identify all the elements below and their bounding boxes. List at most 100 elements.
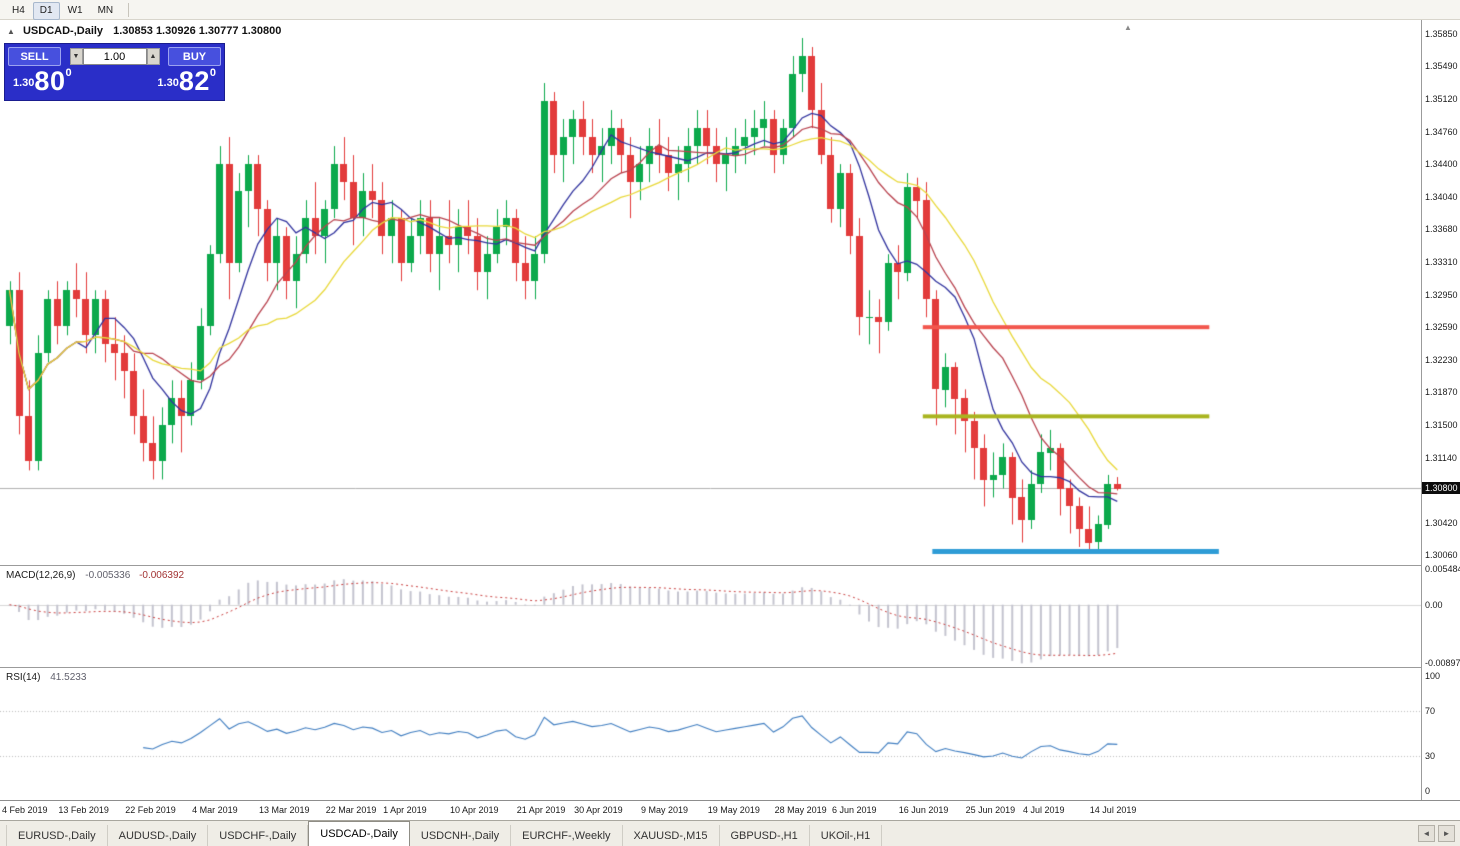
rsi-value: 41.5233 [50, 672, 87, 683]
volume-control: ▼ ▲ [61, 48, 168, 65]
buy-price-pip-digit: 0 [209, 67, 216, 79]
date-tick-label: 6 Jun 2019 [831, 805, 877, 815]
date-tick-label: 4 Feb 2019 [2, 805, 48, 815]
rsi-indicator-canvas[interactable] [0, 668, 1421, 799]
current-price-badge: 1.30800 [1422, 482, 1460, 495]
volume-input[interactable] [82, 48, 147, 65]
chart-tab-usdcad-daily[interactable]: USDCAD-,Daily [308, 821, 410, 846]
chart-tab-bar: EURUSD-,Daily AUDUSD-,Daily USDCHF-,Daily U… [0, 820, 1460, 846]
date-tick-label: 22 Feb 2019 [125, 805, 176, 815]
axis-tick-label: 70 [1425, 705, 1436, 716]
panel-divider[interactable] [0, 565, 1421, 566]
axis-tick-label: 1.35850 [1425, 28, 1458, 39]
toolbar-separator [128, 2, 130, 17]
chart-tab-list: EURUSD-,Daily AUDUSD-,Daily USDCHF-,Daily U… [6, 821, 883, 846]
date-tick-label: 13 Mar 2019 [258, 805, 310, 815]
tab-scroll-arrows: ◄ ► [1418, 825, 1455, 842]
buy-price-big-digits: 82 [178, 66, 210, 96]
chart-tab-xauusd-m15[interactable]: XAUUSD-,M15 [623, 825, 720, 846]
date-tick-label: 4 Jul 2019 [1022, 805, 1065, 815]
axis-tick-label: 1.32590 [1425, 322, 1458, 333]
chart-tab-eurusd-daily[interactable]: EURUSD-,Daily [6, 825, 108, 846]
axis-tick-label: 100 [1425, 671, 1441, 682]
axis-tick-label: 1.31870 [1425, 387, 1458, 398]
axis-tick-label: 0 [1425, 785, 1431, 796]
macd-label: MACD(12,26,9) -0.005336 -0.006392 [6, 570, 184, 581]
chart-shift-marker-icon[interactable]: ▲ [1124, 23, 1132, 32]
sell-button[interactable]: SELL [8, 47, 61, 66]
period-button-w1[interactable]: W1 [61, 2, 90, 20]
time-axis-line [0, 800, 1460, 801]
time-scale[interactable]: 4 Feb 2019 13 Feb 2019 22 Feb 2019 4 Mar 20… [0, 801, 1460, 820]
chart-tab-audusd-daily[interactable]: AUDUSD-,Daily [108, 825, 209, 846]
sell-price-pip-digit: 0 [65, 67, 72, 79]
rsi-label: RSI(14) 41.5233 [6, 672, 86, 683]
axis-tick-label: 1.30420 [1425, 517, 1458, 528]
axis-tick-label: 1.33310 [1425, 257, 1458, 268]
date-tick-label: 13 Feb 2019 [58, 805, 109, 815]
date-tick-label: 16 Jun 2019 [898, 805, 949, 815]
period-buttons: H4 D1 W1 MN [5, 0, 121, 20]
axis-tick-label: 30 [1425, 751, 1436, 762]
price-chart-canvas[interactable] [0, 20, 1421, 565]
chart-tab-gbpusd-h1[interactable]: GBPUSD-,H1 [720, 825, 810, 846]
chart-tab-usdchf-daily[interactable]: USDCHF-,Daily [208, 825, 309, 846]
rsi-name: RSI(14) [6, 672, 41, 683]
chart-ohlc-values: 1.30853 1.30926 1.30777 1.30800 [113, 25, 282, 37]
date-tick-label: 9 May 2019 [640, 805, 688, 815]
chart-symbol-period: USDCAD-,Daily [22, 25, 104, 37]
date-tick-label: 21 Apr 2019 [516, 805, 566, 815]
axis-tick-label: 1.34760 [1425, 126, 1458, 137]
one-click-collapse-icon[interactable]: ▲ [7, 27, 15, 36]
axis-tick-label: 1.35490 [1425, 60, 1458, 71]
period-button-d1[interactable]: D1 [32, 1, 60, 20]
buy-price-display[interactable]: 1.30820 [157, 66, 216, 96]
panel-divider[interactable] [0, 667, 1421, 668]
axis-tick-label: 1.31140 [1425, 452, 1457, 463]
axis-tick-label: 1.32950 [1425, 289, 1458, 300]
macd-indicator-canvas[interactable] [0, 566, 1421, 666]
macd-name: MACD(12,26,9) [6, 570, 76, 581]
tabs-scroll-right-icon[interactable]: ► [1438, 825, 1455, 842]
axis-tick-label: 1.31500 [1425, 420, 1458, 431]
axis-tick-label: 1.34400 [1425, 159, 1458, 170]
date-tick-label: 4 Mar 2019 [192, 805, 238, 815]
chart-tab-usdcnh-daily[interactable]: USDCNH-,Daily [410, 825, 512, 846]
date-tick-label: 25 Jun 2019 [965, 805, 1016, 815]
trade-panel-prices: 1.30800 1.30820 [8, 66, 221, 96]
sell-price-display[interactable]: 1.30800 [13, 66, 72, 96]
axis-tick-label: 1.34040 [1425, 191, 1458, 202]
period-button-h4[interactable]: H4 [5, 2, 32, 20]
macd-main-value: -0.005336 [85, 570, 131, 581]
date-tick-label: 19 May 2019 [707, 805, 760, 815]
period-toolbar: H4 D1 W1 MN [0, 0, 1460, 20]
chart-header: ▲ USDCAD-,Daily 1.30853 1.30926 1.30777 … [7, 25, 281, 37]
buy-price-prefix: 1.30 [157, 77, 179, 89]
volume-decrease-icon[interactable]: ▼ [69, 48, 83, 65]
tabs-scroll-left-icon[interactable]: ◄ [1418, 825, 1435, 842]
axis-tick-label: 1.35120 [1425, 94, 1458, 105]
axis-tick-label: 0.00 [1425, 599, 1443, 610]
one-click-trading-panel: SELL ▼ ▲ BUY 1.30800 1.30820 [4, 43, 225, 101]
macd-signal-value: -0.006392 [139, 570, 185, 581]
date-tick-label: 28 May 2019 [774, 805, 827, 815]
date-tick-label: 30 Apr 2019 [574, 805, 623, 815]
trade-panel-controls: SELL ▼ ▲ BUY [8, 47, 221, 66]
price-scale[interactable]: 1.35850 1.35490 1.35120 1.34760 1.34400 1.340… [1421, 20, 1460, 800]
buy-button[interactable]: BUY [168, 47, 221, 66]
chart-tab-ukoil-h1[interactable]: UKOil-,H1 [810, 825, 883, 846]
axis-tick-label: -0.008973 [1425, 657, 1460, 668]
date-tick-label: 22 Mar 2019 [325, 805, 377, 815]
volume-increase-icon[interactable]: ▲ [146, 48, 160, 65]
axis-tick-label: 1.33680 [1425, 223, 1458, 234]
date-tick-label: 1 Apr 2019 [383, 805, 427, 815]
chart-tab-eurchf-weekly[interactable]: EURCHF-,Weekly [511, 825, 623, 846]
axis-tick-label: 0.005484 [1425, 564, 1460, 575]
axis-tick-label: 1.30060 [1425, 550, 1458, 561]
date-tick-label: 10 Apr 2019 [449, 805, 499, 815]
period-button-mn[interactable]: MN [91, 2, 121, 20]
sell-price-big-digits: 80 [34, 66, 66, 96]
axis-tick-label: 1.32230 [1425, 354, 1458, 365]
sell-price-prefix: 1.30 [13, 77, 35, 89]
